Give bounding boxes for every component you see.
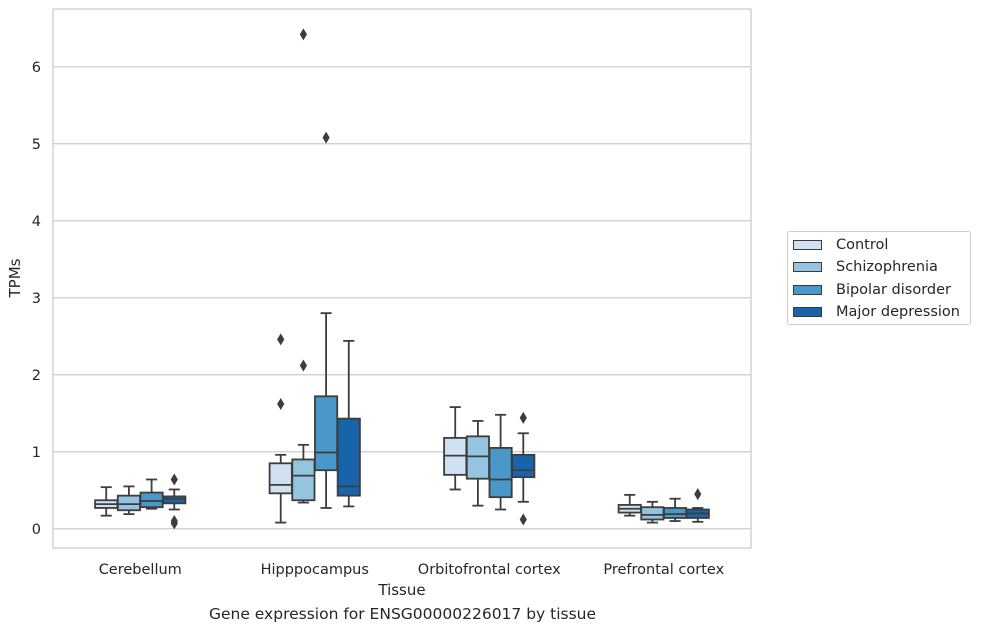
legend-label: Major depression	[836, 304, 960, 320]
box	[162, 495, 187, 505]
legend-swatch	[793, 285, 822, 295]
legend-swatch	[793, 307, 822, 317]
y-tick-labels: 0 1 2 3 4 5 6	[32, 60, 41, 538]
box	[663, 507, 688, 519]
figure-caption: Gene expression for ENSG00000226017 by t…	[208, 605, 597, 623]
y-tick-label: 2	[32, 368, 41, 384]
legend-item-schizophrenia: Schizophrenia	[793, 257, 938, 277]
box	[488, 446, 513, 499]
outlier-marker	[519, 411, 527, 424]
x-tick-label: Cerebellum	[99, 562, 182, 578]
y-tick-label: 5	[32, 137, 41, 153]
outlier-marker	[322, 131, 330, 144]
y-tick-label: 4	[32, 214, 41, 230]
x-tick-label: Hipppocampus	[261, 562, 369, 578]
box	[268, 462, 293, 495]
x-tick-labels: Cerebellum Hipppocampus Orbitofrontal cort…	[99, 562, 725, 578]
box	[314, 395, 339, 472]
box	[291, 458, 316, 502]
box-group	[94, 28, 710, 530]
box	[336, 417, 361, 497]
legend-swatch	[793, 240, 822, 250]
outlier-marker	[299, 28, 308, 41]
outlier-marker	[694, 488, 702, 501]
box	[465, 435, 490, 480]
legend-item-control: Control	[793, 235, 888, 255]
x-tick-label: Prefrontal cortex	[603, 562, 724, 578]
legend-item-major-depression: Major depression	[793, 302, 960, 322]
legend-label: Control	[836, 237, 889, 253]
legend-label: Bipolar disorder	[836, 282, 951, 298]
legend: Control Schizophrenia Bipolar disorder M…	[787, 231, 971, 325]
y-tick-label: 3	[32, 291, 41, 307]
y-tick-label: 6	[32, 60, 41, 76]
y-tick-label: 0	[32, 522, 41, 538]
box	[116, 494, 141, 512]
outlier-marker	[277, 333, 285, 346]
legend-item-bipolar-disorder: Bipolar disorder	[793, 280, 951, 300]
outlier-marker	[277, 398, 285, 411]
gridlines	[53, 66, 751, 530]
legend-swatch	[793, 262, 822, 272]
x-tick-label: Orbitofrontal cortex	[418, 562, 561, 578]
y-tick-label: 1	[32, 445, 41, 461]
box	[640, 506, 665, 521]
outlier-marker	[170, 473, 178, 486]
plot-frame	[52, 8, 752, 549]
x-axis-label: Tissue	[377, 581, 425, 599]
outlier-marker	[519, 513, 527, 526]
legend-label: Schizophrenia	[836, 259, 938, 275]
box	[511, 453, 536, 479]
box	[139, 491, 164, 509]
y-axis-label: TPMs	[6, 258, 24, 298]
outlier-marker	[299, 359, 308, 372]
outlier-marker	[170, 515, 178, 528]
